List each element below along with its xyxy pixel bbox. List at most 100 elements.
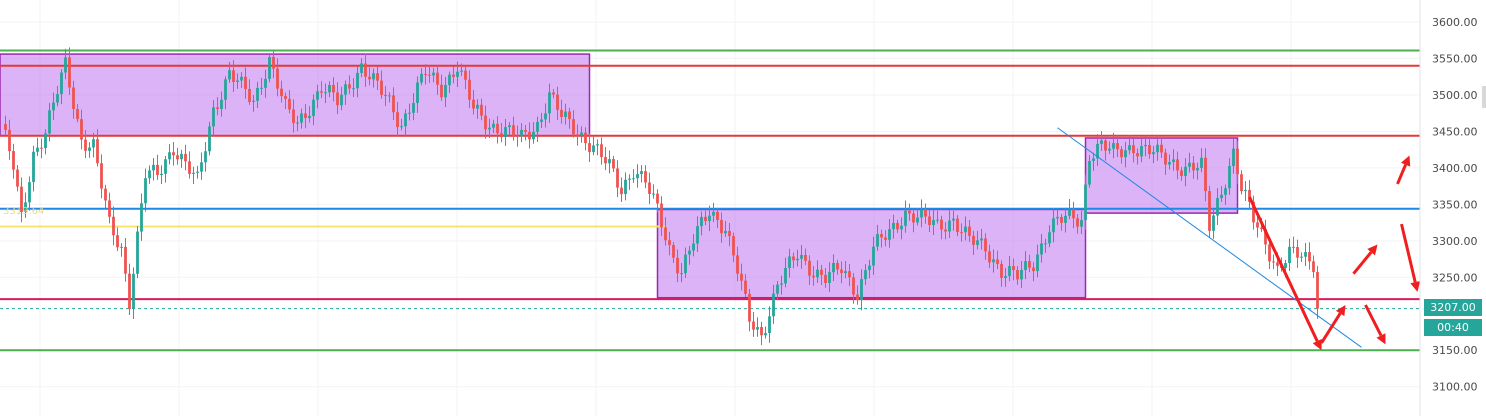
drawings [1057,127,1421,351]
candle-body [1076,218,1079,227]
arrow-head [1410,280,1421,292]
candle-body [696,226,699,244]
countdown-badge: 00:40 [1424,319,1482,336]
candle-body [108,200,111,217]
candle-body [980,238,983,241]
candle-body [736,255,739,274]
candle-body [456,71,459,77]
candle-body [976,240,979,245]
candle-body [84,139,87,151]
candle-body [820,269,823,275]
candle-body [680,273,683,275]
projection-arrow [1396,164,1407,185]
candle-body [1148,144,1151,155]
candle-body [648,182,651,194]
candle-body [1040,243,1043,255]
candle-body [192,172,195,174]
candle-body [188,161,191,174]
candle-body [292,109,295,124]
candle-body [992,259,995,263]
candle-body [1256,222,1259,228]
candle-body [968,226,971,236]
candle-body [1068,209,1071,216]
candle-body [660,203,663,228]
candle-body [220,99,223,109]
candle-body [36,147,39,152]
candle-body [420,73,423,83]
candle-body [1288,246,1291,264]
candle-body [44,133,47,149]
candle-body [1204,157,1207,192]
candle-body [532,131,535,140]
price-axis[interactable]: 3600.00 3550.00 3500.00 3450.00 3400.00 3350.… [1419,0,1486,416]
price-tick-label: 3500.00 [1432,89,1478,102]
axis-handle[interactable] [1482,86,1486,108]
candle-body [900,225,903,230]
candle-body [1064,215,1067,223]
candle-body [116,235,119,248]
candle-body [432,72,435,76]
candle-body [80,119,83,140]
candle-body [1176,159,1179,171]
candle-body [1172,159,1175,163]
candle-body [812,275,815,278]
candle-body [1208,191,1211,231]
candle-body [560,109,563,117]
candle-body [1192,162,1195,171]
candle-body [712,211,715,216]
candle-body [568,111,571,120]
candle-body [608,159,611,164]
candle-body [684,254,687,274]
candle-body [1128,145,1131,151]
candle-body [1140,146,1143,157]
candle-body [912,213,915,223]
candle-body [12,151,15,170]
candle-body [716,211,719,220]
price-tick-label: 3150.00 [1432,344,1478,357]
left-price-label: 3319.64 [3,206,44,217]
candle-body [132,273,135,309]
candle-body [620,187,623,195]
candle-body [88,147,91,151]
candle-body [704,216,707,221]
price-tick-label: 3100.00 [1432,381,1478,394]
candle-body [600,144,603,158]
candle-body [580,132,583,136]
candle-body [448,74,451,86]
candle-body [776,284,779,294]
candle-body [120,246,123,248]
projection-arrow [1352,251,1373,275]
candle-body [564,111,567,117]
candle-body [1108,148,1111,151]
candle-body [460,70,463,72]
candle-body [1012,266,1015,271]
candle-body [1028,261,1031,268]
candle-body [572,119,575,135]
candle-body [504,127,507,138]
candle-body [348,84,351,89]
candle-body [916,217,919,223]
candle-body [624,179,627,195]
candle-body [436,72,439,85]
candle-body [388,95,391,97]
arrow-head [1312,339,1322,351]
candle-body [1144,144,1147,147]
candle-body [296,122,299,124]
price-tick-label: 3450.00 [1432,125,1478,138]
candle-body [280,88,283,97]
candle-body [1220,194,1223,199]
candle-body [652,193,655,195]
candle-body [856,294,859,301]
candle-body [124,246,127,274]
candle-body [284,96,287,99]
candle-body [1232,148,1235,167]
candle-body [656,193,659,204]
candle-body [372,73,375,80]
projection-arrow [1364,304,1383,337]
candle-body [1252,201,1255,223]
candle-body [508,125,511,128]
candle-body [248,88,251,102]
candle-body [496,123,499,134]
candle-body [512,125,515,136]
